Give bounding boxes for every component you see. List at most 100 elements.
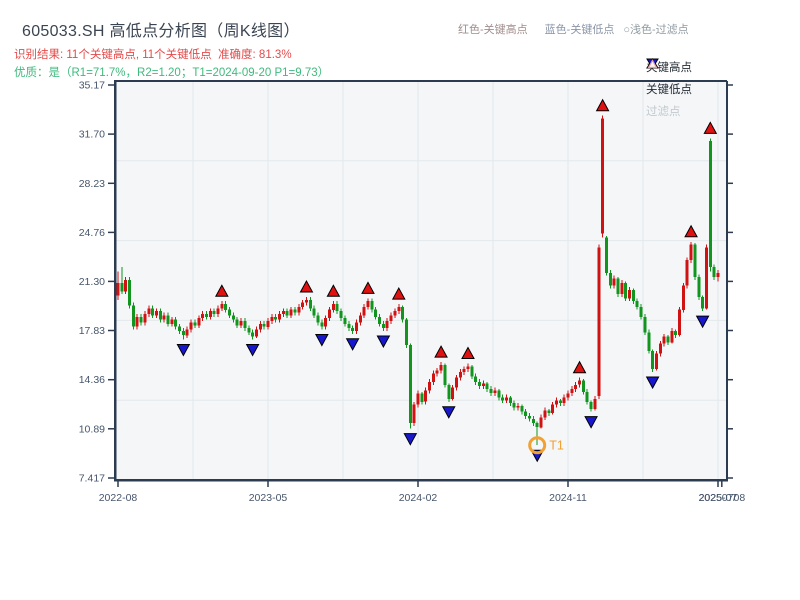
candle xyxy=(512,403,516,408)
candle xyxy=(716,272,720,278)
candle xyxy=(308,299,312,309)
candle xyxy=(405,319,408,346)
key-high-marker xyxy=(434,345,448,358)
candle xyxy=(374,309,378,317)
key-high-marker xyxy=(361,281,375,294)
axes-spines xyxy=(113,80,728,482)
candle xyxy=(520,406,524,412)
color-key-filter: ○浅色-过滤点 xyxy=(623,24,689,36)
y-tick-label: 35.17 xyxy=(79,80,105,92)
candle xyxy=(305,299,308,303)
key-low-marker xyxy=(584,416,598,429)
key-low-marker xyxy=(315,334,329,347)
key-high-marker xyxy=(595,98,610,112)
y-tick-label: 24.76 xyxy=(79,227,105,239)
candle xyxy=(170,319,174,324)
candle xyxy=(616,278,620,295)
candle xyxy=(347,323,351,329)
candle xyxy=(574,384,578,389)
candle xyxy=(166,315,170,324)
candle xyxy=(193,322,197,326)
candle xyxy=(612,278,616,286)
candle xyxy=(351,328,355,331)
key-low-marker xyxy=(376,335,391,349)
candle xyxy=(320,322,324,327)
candle xyxy=(385,321,389,329)
plot-area xyxy=(115,81,727,480)
x-tick-label: 2022-08 xyxy=(99,492,138,504)
candle xyxy=(635,301,639,307)
candle xyxy=(558,400,562,404)
key-low-marker xyxy=(441,406,456,419)
x-tick-label: 2025-07 xyxy=(699,492,738,504)
candle xyxy=(555,400,558,405)
candle xyxy=(228,309,231,316)
key-low-marker xyxy=(645,376,660,390)
key-high-markers xyxy=(215,98,718,374)
candle xyxy=(212,311,216,314)
candle xyxy=(266,321,270,327)
t1-label: T1 xyxy=(549,439,564,453)
y-tick-label: 17.83 xyxy=(79,325,105,337)
candle xyxy=(581,380,585,392)
candle xyxy=(697,277,701,297)
candle xyxy=(289,309,293,316)
candle xyxy=(631,289,635,302)
candle xyxy=(378,316,381,324)
candle xyxy=(593,398,597,409)
legend-item-filtered: 过滤点 xyxy=(646,59,692,120)
key-high-marker xyxy=(326,284,341,297)
page-title: 605033.SH 高低点分析图（周K线图） xyxy=(22,23,300,40)
triangle-up-outline-icon xyxy=(647,59,658,69)
candle xyxy=(455,377,458,388)
key-high-marker xyxy=(215,284,229,297)
chart-legend: 关键高点 关键低点 过滤点 xyxy=(646,58,692,120)
candle xyxy=(543,410,547,418)
candle xyxy=(208,311,212,317)
candle xyxy=(551,404,555,414)
candle xyxy=(185,329,189,336)
legend-label: 关键低点 xyxy=(646,84,692,96)
candle xyxy=(408,345,412,423)
candle xyxy=(462,369,466,372)
candle xyxy=(528,415,531,419)
candle xyxy=(570,389,574,394)
candle xyxy=(270,316,274,321)
candle xyxy=(201,314,205,319)
candle xyxy=(297,306,301,313)
candle xyxy=(428,381,431,391)
key-high-marker xyxy=(461,346,475,360)
candle xyxy=(262,323,266,327)
key-low-marker xyxy=(345,338,360,351)
candle xyxy=(605,237,608,273)
candle xyxy=(120,282,124,292)
candle xyxy=(285,311,289,316)
y-tick-label: 31.70 xyxy=(79,129,105,141)
candle xyxy=(439,365,443,371)
candle xyxy=(447,384,451,399)
candle xyxy=(685,260,689,286)
candle xyxy=(585,391,589,402)
x-tick-label: 2024-11 xyxy=(549,492,587,504)
key-high-marker xyxy=(299,279,314,293)
candle xyxy=(416,393,420,405)
candle xyxy=(535,423,539,428)
candle xyxy=(489,389,493,394)
x-tick-label: 2024-02 xyxy=(399,492,438,504)
x-tick-label: 20250708 xyxy=(698,492,745,504)
candle xyxy=(628,289,631,299)
candle xyxy=(608,272,612,286)
candle xyxy=(708,141,712,268)
candle xyxy=(478,381,481,387)
key-low-marker xyxy=(176,343,191,357)
candle xyxy=(216,308,220,314)
candle xyxy=(485,383,489,390)
candle xyxy=(474,376,478,382)
candle xyxy=(547,410,551,414)
candle xyxy=(401,306,405,320)
candle xyxy=(435,370,439,374)
candle xyxy=(151,308,155,316)
candle xyxy=(174,319,178,327)
key-high-marker xyxy=(703,121,718,134)
candle xyxy=(147,308,151,314)
